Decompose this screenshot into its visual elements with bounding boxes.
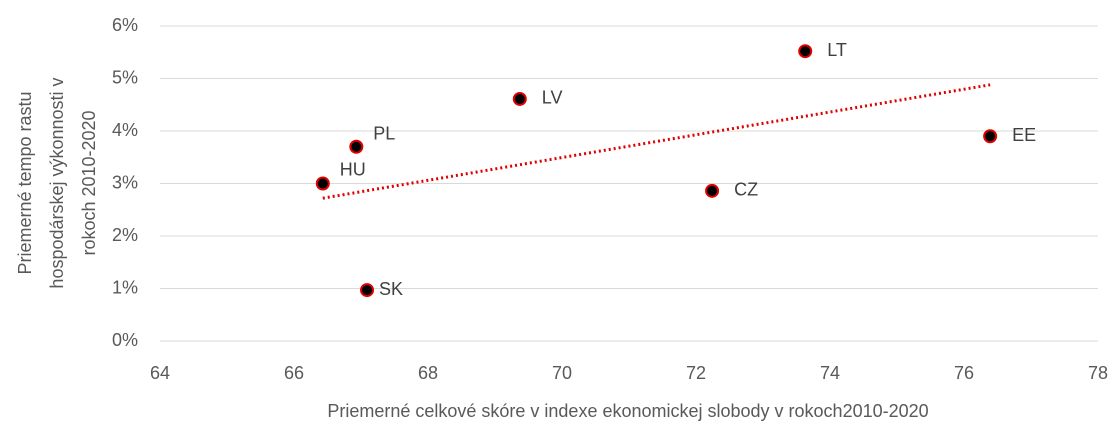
point: [705, 183, 720, 198]
trendline: [322, 83, 991, 200]
x-tick-label: 78: [1088, 363, 1108, 383]
x-tick-label: 70: [552, 363, 572, 383]
x-tick-label: 76: [954, 363, 974, 383]
x-axis-title: Priemerné celkové skóre v indexe ekonomi…: [327, 401, 928, 421]
point: [983, 129, 998, 144]
point-label: LT: [827, 40, 847, 60]
point-label: LV: [542, 88, 563, 108]
y-tick-label: 3%: [112, 172, 138, 192]
point-label: HU: [340, 159, 366, 179]
x-tick-label: 64: [150, 363, 170, 383]
point-label: PL: [373, 124, 395, 144]
x-tick-label: 72: [686, 363, 706, 383]
x-tick-label: 66: [284, 363, 304, 383]
y-tick-label: 5%: [112, 67, 138, 87]
y-tick-label: 0%: [112, 330, 138, 350]
point: [360, 283, 375, 298]
y-tick-label: 6%: [112, 15, 138, 35]
y-tick-label: 1%: [112, 277, 138, 297]
point: [349, 139, 364, 154]
point: [798, 44, 813, 59]
point-label: CZ: [734, 180, 758, 200]
y-tick-label: 2%: [112, 225, 138, 245]
point: [512, 91, 527, 106]
y-axis-title-line: rokoch 2010-2020: [79, 110, 99, 255]
x-tick-label: 74: [820, 363, 840, 383]
point: [315, 176, 330, 191]
y-tick-label: 4%: [112, 120, 138, 140]
y-axis-title-line: hospodárskej výkonnosti v: [47, 77, 67, 288]
x-tick-label: 68: [418, 363, 438, 383]
y-axis-title: Priemerné tempo rastu hospodárskej výkon…: [15, 77, 99, 288]
y-axis-title-line: Priemerné tempo rastu: [15, 91, 35, 274]
point-label: SK: [379, 279, 403, 299]
point-label: EE: [1012, 125, 1036, 145]
